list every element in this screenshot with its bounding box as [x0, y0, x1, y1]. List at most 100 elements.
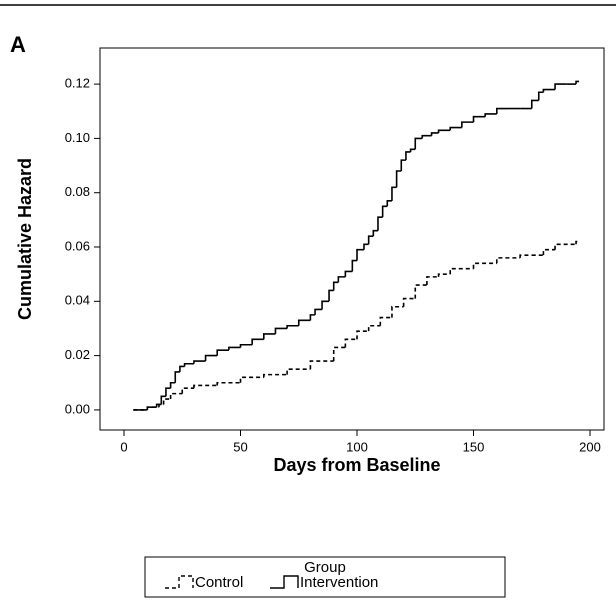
step-segment	[472, 115, 486, 123]
step-segment	[537, 91, 544, 101]
step-segment	[437, 129, 451, 133]
step-segment	[193, 360, 206, 364]
step-segment	[484, 113, 497, 117]
step-segment	[449, 267, 474, 275]
step-segment	[391, 305, 404, 318]
step-segment	[391, 186, 397, 201]
step-segment	[239, 343, 253, 348]
step-segment	[216, 381, 241, 386]
step-segment	[179, 365, 185, 372]
step-segment	[309, 314, 316, 321]
step-segment	[554, 83, 567, 90]
step-segment	[554, 243, 577, 250]
step-segment	[575, 80, 580, 85]
step-segment	[400, 159, 406, 171]
step-segment	[314, 308, 323, 315]
step-segment	[367, 235, 374, 245]
y-tick-label: 0.04	[65, 293, 90, 308]
y-tick-label: 0.08	[65, 184, 90, 199]
y-tick-label: 0.12	[65, 76, 90, 91]
step-segment	[542, 248, 556, 256]
step-segment	[430, 132, 439, 136]
step-segment	[414, 137, 423, 150]
step-segment	[363, 243, 369, 250]
y-tick-label: 0.02	[65, 347, 90, 362]
legend-title: Group	[304, 559, 346, 576]
x-tick-label: 50	[233, 439, 247, 454]
step-segment	[155, 403, 162, 408]
panel-label: A	[10, 32, 26, 57]
step-segment	[496, 257, 521, 264]
step-segment	[437, 273, 451, 277]
step-segment	[367, 324, 381, 332]
step-segment	[204, 354, 218, 362]
y-tick-label: 0.06	[65, 238, 90, 253]
y-axis-label: Cumulative Hazard	[15, 158, 35, 320]
x-tick-label: 200	[579, 439, 601, 454]
step-segment	[381, 205, 388, 218]
step-segment	[356, 248, 364, 261]
x-tick-label: 150	[463, 439, 485, 454]
y-tick-label: 0.00	[65, 401, 90, 416]
step-segment	[216, 349, 229, 356]
step-segment	[263, 373, 288, 378]
legend-swatch	[270, 575, 299, 589]
step-segment	[251, 338, 264, 345]
step-segment	[228, 346, 241, 351]
step-segment	[496, 107, 509, 114]
step-segment	[461, 121, 474, 128]
step-segment	[356, 330, 369, 340]
step-segment	[286, 324, 299, 329]
x-axis-label: Days from Baseline	[273, 455, 440, 475]
legend-box	[144, 556, 506, 598]
step-segment	[402, 297, 416, 307]
step-segment	[344, 338, 358, 348]
step-segment	[449, 126, 462, 131]
step-segment	[575, 240, 580, 245]
step-segment	[165, 387, 171, 397]
step-segment	[379, 316, 392, 326]
step-segment	[297, 319, 311, 326]
step-segment	[372, 229, 378, 237]
step-segment	[181, 387, 194, 394]
step-segment	[146, 406, 157, 410]
step-segment	[351, 259, 358, 272]
step-segment	[426, 276, 439, 286]
step-segment	[183, 362, 194, 367]
step-segment	[519, 254, 532, 258]
step-segment	[542, 88, 556, 93]
step-segment	[377, 216, 383, 231]
step-segment	[169, 381, 176, 389]
step-segment	[386, 200, 392, 207]
step-segment	[395, 170, 402, 188]
step-segment	[169, 392, 183, 400]
step-segment	[321, 300, 330, 310]
plot-frame	[99, 47, 605, 431]
step-segment	[309, 360, 334, 370]
step-segment	[328, 289, 334, 302]
step-segment	[421, 134, 432, 139]
step-segment	[344, 270, 353, 277]
legend-swatch	[165, 575, 194, 589]
step-segment	[472, 262, 497, 269]
step-segment	[274, 327, 288, 334]
x-tick-label: 0	[120, 439, 127, 454]
step-segment	[337, 276, 346, 283]
step-segment	[286, 368, 311, 375]
legend-label: Control	[195, 574, 243, 591]
y-tick-label: 0.10	[65, 130, 90, 145]
step-segment	[162, 398, 171, 405]
step-segment	[239, 376, 264, 383]
step-segment	[332, 281, 339, 291]
step-segment	[174, 371, 180, 383]
step-segment	[530, 99, 539, 109]
step-segment	[193, 384, 218, 389]
step-segment	[263, 333, 276, 340]
legend-label: Intervention	[300, 574, 378, 591]
step-segment	[332, 346, 346, 362]
step-segment	[405, 151, 411, 161]
x-tick-label: 100	[346, 439, 368, 454]
step-segment	[409, 148, 416, 152]
step-segment	[160, 395, 166, 405]
